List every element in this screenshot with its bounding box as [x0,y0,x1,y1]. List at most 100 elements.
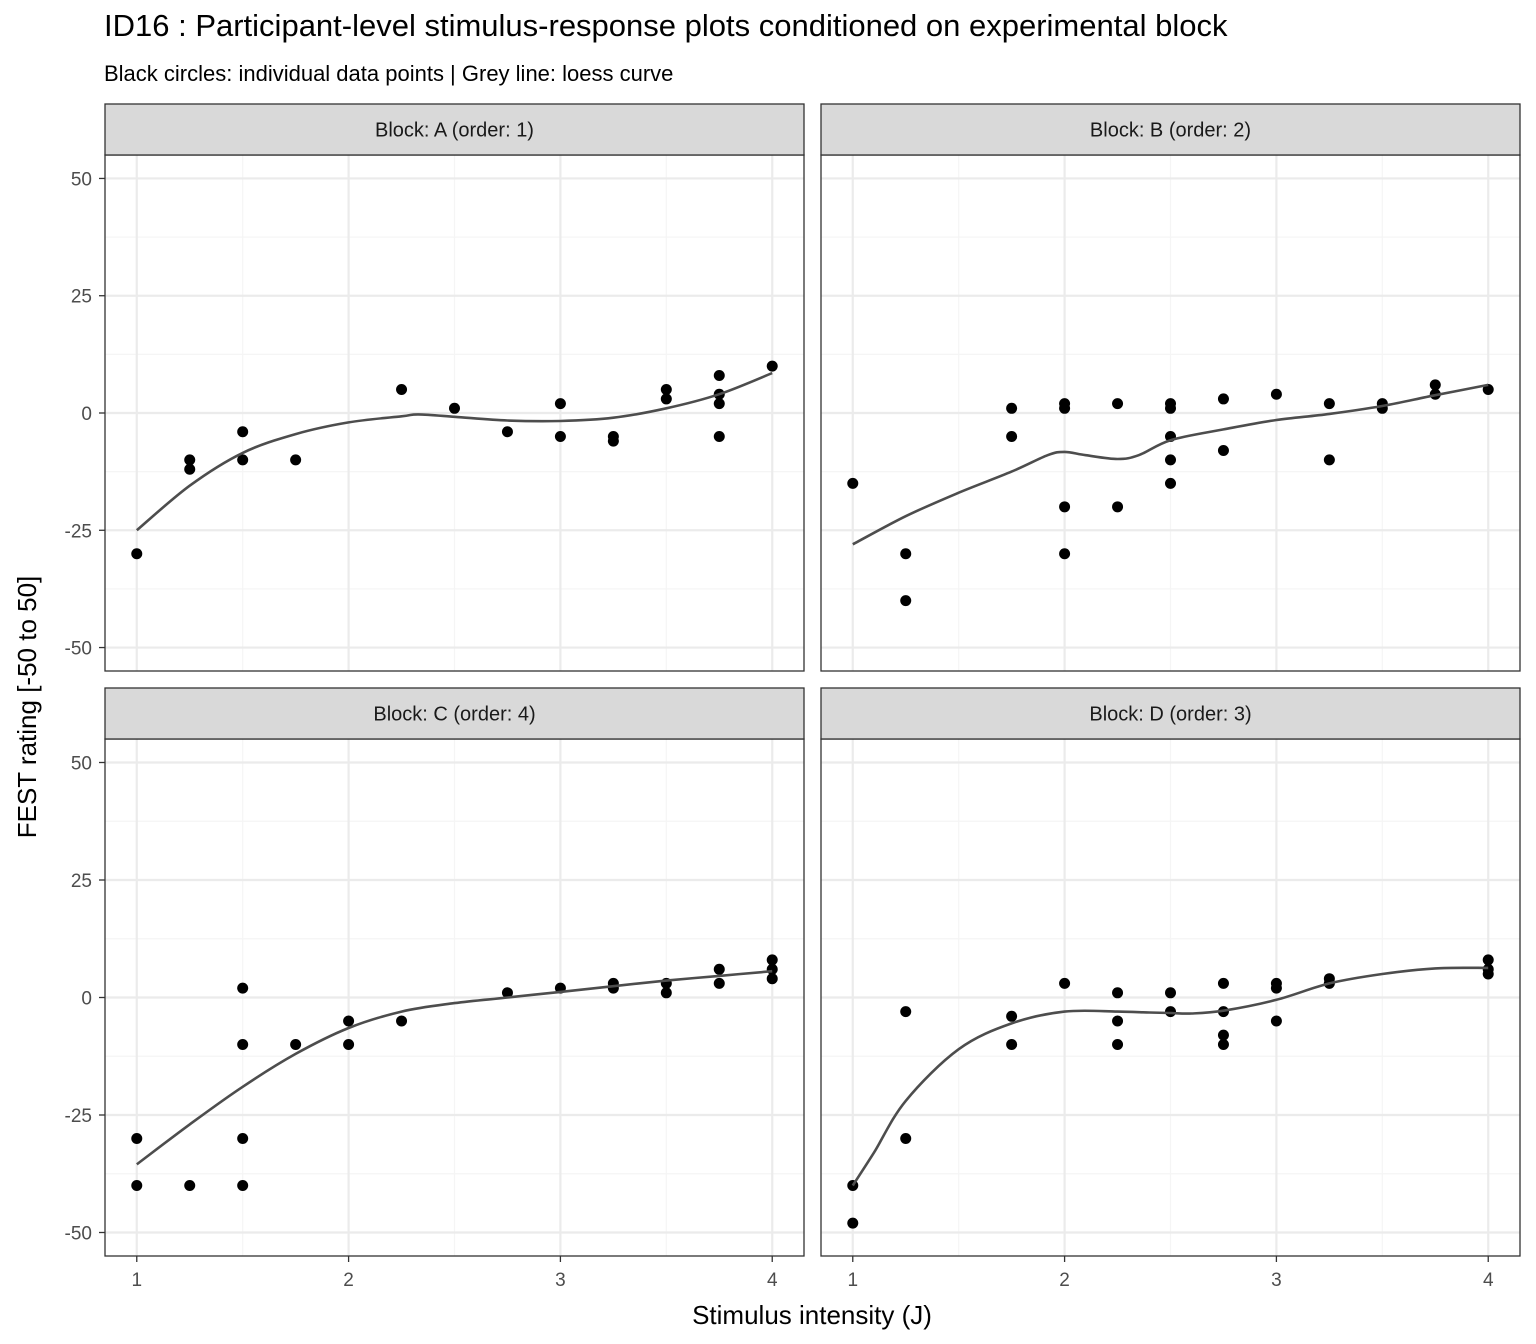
data-point [1112,501,1124,513]
x-tick-label: 4 [767,1270,778,1291]
data-point [184,1180,196,1191]
data-point [1059,501,1071,513]
facet-strip-label: Block: C (order: 4) [373,704,535,726]
data-point [1482,954,1494,966]
data-point [1006,402,1018,414]
data-point [184,463,196,475]
data-point [1059,548,1071,560]
loess-curve [852,383,1489,546]
chart-title: ID16 : Participant-level stimulus-respon… [104,8,1228,43]
y-tick-label: 0 [81,989,92,1010]
data-point [847,477,859,489]
y-tick-label: -50 [65,639,92,660]
facet-panel: Block: D (order: 3) [820,687,1521,1257]
data-point [1112,398,1124,410]
data-point [1270,388,1282,400]
data-point [290,1039,302,1050]
data-point [501,987,513,999]
data-point [1482,384,1494,396]
x-tick-label: 4 [1483,1270,1494,1291]
data-point [1217,1029,1229,1041]
data-point [713,977,725,989]
data-point [1165,402,1176,414]
data-point [900,595,912,607]
y-tick-label: -25 [65,521,92,542]
data-point [1217,393,1229,405]
data-point [766,973,778,985]
y-tick-label: 50 [71,754,92,775]
data-point [900,1133,912,1144]
x-tick-label: 3 [555,1270,566,1291]
y-tick-label: -25 [65,1106,92,1127]
data-point [131,1180,143,1191]
facet-panel: Block: B (order: 2) [820,103,1521,672]
data-point [396,1015,408,1027]
panels-layer: Block: A (order: 1) Block: B (order: 2) Bl… [104,103,1521,1257]
data-point [660,384,672,396]
data-point [1217,1039,1229,1050]
axes-layer: 50 25 0 -25 -50 50 25 0 -25 -50 1 2 3 4 1 2 3 4 [65,169,1494,1291]
facet-panel: Block: C (order: 4) [104,687,805,1257]
data-point [660,987,672,999]
data-point [554,398,566,410]
data-point [607,435,619,447]
data-point [1112,987,1124,999]
facet-strip [820,103,1521,156]
data-point [449,402,460,414]
data-point [900,1006,912,1018]
data-point [1059,977,1071,989]
data-point [1217,445,1229,457]
data-point [237,1180,249,1191]
facet-panel: Block: A (order: 1) [104,103,805,672]
data-point [290,454,302,466]
data-point [1217,977,1229,989]
data-point [1006,1039,1018,1050]
data-point [766,954,778,966]
loess-curve [851,966,1489,1187]
y-tick-label: -50 [65,1224,92,1245]
data-point [237,1039,249,1050]
facet-strip [104,103,805,156]
data-point [847,1217,859,1229]
data-point [237,982,249,994]
data-point [1482,968,1494,980]
data-point [1112,1015,1124,1027]
data-point [766,360,778,372]
data-point [343,1015,355,1027]
data-point [237,454,249,466]
x-axis-label: Stimulus intensity (J) [692,1300,932,1330]
loess-curve [135,371,773,532]
data-point [607,982,619,994]
y-tick-label: 25 [71,287,92,308]
loess-curve [136,969,773,1166]
x-tick-label: 3 [1271,1270,1282,1291]
y-tick-label: 50 [71,169,92,190]
data-point [1165,1006,1176,1018]
data-point [713,430,725,442]
data-point [1006,430,1018,442]
chart-subtitle: Black circles: individual data points | … [104,61,674,86]
data-point [1270,982,1282,994]
x-tick-label: 1 [131,1270,142,1291]
data-point [131,1133,143,1144]
x-tick-label: 1 [847,1270,858,1291]
y-tick-label: 25 [71,871,92,892]
data-point [554,430,566,442]
data-point [1165,454,1176,466]
data-point [1006,1010,1018,1022]
facet-strip-label: Block: B (order: 2) [1090,120,1251,142]
data-point [1323,454,1335,466]
y-axis-label: FEST rating [-50 to 50] [12,576,42,839]
data-point [766,963,778,975]
data-point [713,398,725,410]
data-point [343,1039,355,1050]
x-tick-label: 2 [343,1270,354,1291]
data-point [501,426,513,438]
data-point [184,454,196,466]
data-point [1323,398,1335,410]
facet-strip-label: Block: A (order: 1) [375,120,534,142]
data-point [713,963,725,975]
x-tick-label: 2 [1059,1270,1070,1291]
data-point [1165,477,1176,489]
